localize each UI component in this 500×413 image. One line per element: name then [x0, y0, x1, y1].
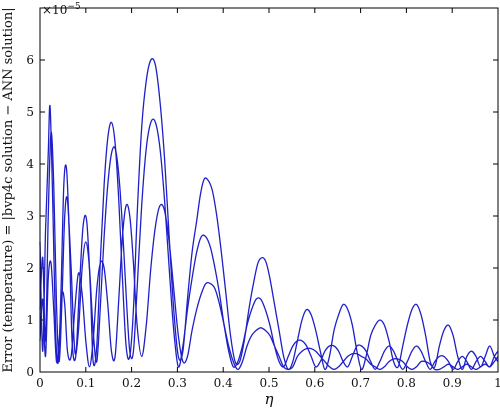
x-tick-label: 0.2	[122, 376, 141, 390]
x-tick-label: 0.5	[259, 376, 278, 390]
x-tick-label: 0.3	[168, 376, 187, 390]
y-tick-label: 3	[26, 209, 34, 223]
y-axis-multiplier-exponent: −5	[67, 2, 81, 12]
x-tick-label: 0.1	[76, 376, 95, 390]
x-tick-label: 0.8	[397, 376, 416, 390]
y-tick-label: 4	[26, 157, 34, 171]
y-tick-label: 2	[26, 261, 34, 275]
x-tick-label: 1	[494, 376, 500, 390]
x-tick-label: 0.4	[214, 376, 233, 390]
x-tick-label: 0.7	[351, 376, 370, 390]
y-axis-title: Error (temperature) = |bvp4c solution − …	[1, 7, 16, 372]
x-tick-label: 0	[36, 376, 44, 390]
x-axis-title: η	[265, 390, 274, 408]
y-tick-label: 1	[26, 313, 34, 327]
series-line-2	[39, 118, 499, 371]
series-line-3	[39, 203, 499, 371]
plot-frame	[39, 7, 499, 373]
x-tick-label: 0.9	[443, 376, 462, 390]
x-tick-label: 0.6	[305, 376, 324, 390]
y-tick-label: 5	[26, 105, 34, 119]
y-tick-label: 6	[26, 53, 34, 67]
y-axis-multiplier: ×10−5	[42, 2, 81, 17]
y-tick-label: 0	[26, 365, 34, 379]
